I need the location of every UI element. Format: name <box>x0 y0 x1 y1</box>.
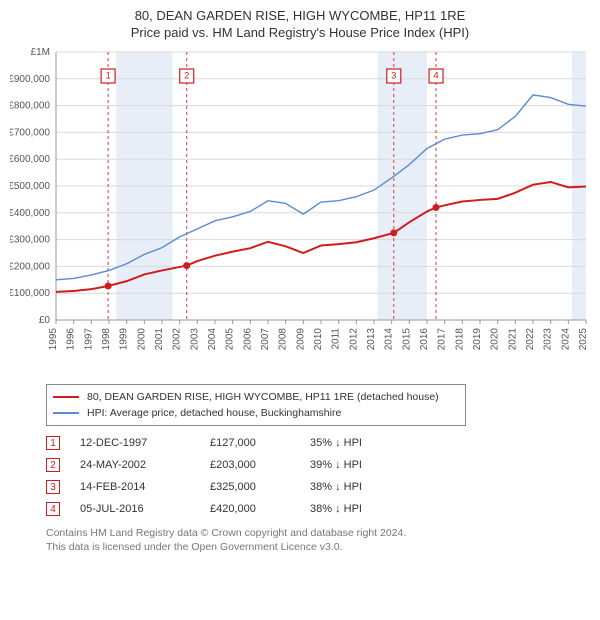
chart-subtitle: Price paid vs. HM Land Registry's House … <box>10 25 590 40</box>
sale-dot <box>105 282 112 289</box>
x-tick-label: 2007 <box>260 328 271 351</box>
x-tick-label: 2017 <box>437 328 448 351</box>
sale-row-date: 14-FEB-2014 <box>80 481 210 493</box>
sale-row: 3 14-FEB-2014£325,00038% ↓ HPI <box>46 476 466 498</box>
x-tick-label: 1999 <box>119 328 130 351</box>
x-tick-label: 2006 <box>242 328 253 351</box>
sale-row-price: £127,000 <box>210 437 310 449</box>
x-tick-label: 2012 <box>348 328 359 351</box>
x-tick-label: 2015 <box>401 328 412 351</box>
sale-row-marker: 2 <box>46 458 60 472</box>
x-tick-label: 1998 <box>101 328 112 351</box>
x-tick-label: 2014 <box>384 328 395 351</box>
x-tick-label: 2009 <box>295 328 306 351</box>
legend-label: HPI: Average price, detached house, Buck… <box>87 407 341 419</box>
x-tick-label: 2019 <box>472 328 483 351</box>
sale-row-delta: 38% ↓ HPI <box>310 481 430 493</box>
x-tick-label: 2018 <box>454 328 465 351</box>
x-tick-label: 1995 <box>48 328 59 351</box>
attribution-line2: This data is licensed under the Open Gov… <box>46 540 590 554</box>
sale-row-marker: 3 <box>46 480 60 494</box>
sale-badge: 2 <box>180 69 194 83</box>
x-tick-label: 2021 <box>507 328 518 351</box>
y-tick-label: £400,000 <box>10 208 50 219</box>
chart-svg: £0 £100,000 £200,000 £300,000 £400,000 £500,0… <box>10 46 590 376</box>
y-tick-label: £300,000 <box>10 235 50 246</box>
y-tick-label: £1M <box>31 47 50 58</box>
x-tick-label: 2022 <box>525 328 536 351</box>
sale-row: 4 05-JUL-2016£420,00038% ↓ HPI <box>46 498 466 520</box>
sale-row-price: £325,000 <box>210 481 310 493</box>
svg-text:3: 3 <box>391 71 396 82</box>
sale-row-delta: 38% ↓ HPI <box>310 503 430 515</box>
x-tick-label: 2001 <box>154 328 165 351</box>
sale-row-marker: 4 <box>46 502 60 516</box>
legend-item: 80, DEAN GARDEN RISE, HIGH WYCOMBE, HP11… <box>53 389 459 405</box>
x-tick-label: 2004 <box>207 328 218 351</box>
x-tick-label: 2011 <box>331 328 342 350</box>
x-tick-label: 2002 <box>172 328 183 351</box>
y-tick-label: £700,000 <box>10 127 50 138</box>
sale-row-date: 24-MAY-2002 <box>80 459 210 471</box>
x-tick-label: 2000 <box>136 328 147 351</box>
legend-item: HPI: Average price, detached house, Buck… <box>53 405 459 421</box>
y-tick-label: £100,000 <box>10 288 50 299</box>
sale-row-price: £420,000 <box>210 503 310 515</box>
x-tick-label: 2013 <box>366 328 377 351</box>
sale-dot <box>433 204 440 211</box>
x-tick-label: 2008 <box>278 328 289 351</box>
legend-label: 80, DEAN GARDEN RISE, HIGH WYCOMBE, HP11… <box>87 391 439 403</box>
sale-badge: 1 <box>101 69 115 83</box>
svg-text:2: 2 <box>184 71 189 82</box>
y-tick-label: £0 <box>39 315 51 326</box>
attribution-line1: Contains HM Land Registry data © Crown c… <box>46 526 590 540</box>
sale-row-price: £203,000 <box>210 459 310 471</box>
x-tick-label: 2024 <box>560 328 571 351</box>
sale-dot <box>390 229 397 236</box>
x-tick-label: 2005 <box>225 328 236 351</box>
y-tick-label: £900,000 <box>10 74 50 85</box>
sale-row-delta: 39% ↓ HPI <box>310 459 430 471</box>
y-tick-label: £200,000 <box>10 261 50 272</box>
x-tick-label: 2010 <box>313 328 324 351</box>
sale-badge: 3 <box>387 69 401 83</box>
x-tick-label: 2025 <box>578 328 589 351</box>
sale-row: 1 12-DEC-1997£127,00035% ↓ HPI <box>46 432 466 454</box>
chart-title: 80, DEAN GARDEN RISE, HIGH WYCOMBE, HP11… <box>10 8 590 23</box>
sale-row-delta: 35% ↓ HPI <box>310 437 430 449</box>
y-tick-label: £600,000 <box>10 154 50 165</box>
x-tick-label: 1996 <box>66 328 77 351</box>
sale-row-marker: 1 <box>46 436 60 450</box>
sale-dot <box>183 262 190 269</box>
sales-table: 1 12-DEC-1997£127,00035% ↓ HPI 2 24-MAY-200… <box>46 432 466 520</box>
y-tick-label: £800,000 <box>10 101 50 112</box>
legend-swatch <box>53 412 79 414</box>
y-tick-label: £500,000 <box>10 181 50 192</box>
x-tick-label: 1997 <box>83 328 94 351</box>
chart: £0 £100,000 £200,000 £300,000 £400,000 £500,0… <box>10 46 590 376</box>
svg-text:4: 4 <box>433 71 438 82</box>
legend-swatch <box>53 396 79 398</box>
x-tick-label: 2003 <box>189 328 200 351</box>
attribution: Contains HM Land Registry data © Crown c… <box>46 526 590 554</box>
sale-row-date: 05-JUL-2016 <box>80 503 210 515</box>
x-tick-label: 2016 <box>419 328 430 351</box>
sale-row: 2 24-MAY-2002£203,00039% ↓ HPI <box>46 454 466 476</box>
sale-badge: 4 <box>429 69 443 83</box>
x-tick-label: 2020 <box>490 328 501 351</box>
x-tick-label: 2023 <box>543 328 554 351</box>
sale-row-date: 12-DEC-1997 <box>80 437 210 449</box>
svg-text:1: 1 <box>105 71 110 82</box>
legend: 80, DEAN GARDEN RISE, HIGH WYCOMBE, HP11… <box>46 384 466 426</box>
